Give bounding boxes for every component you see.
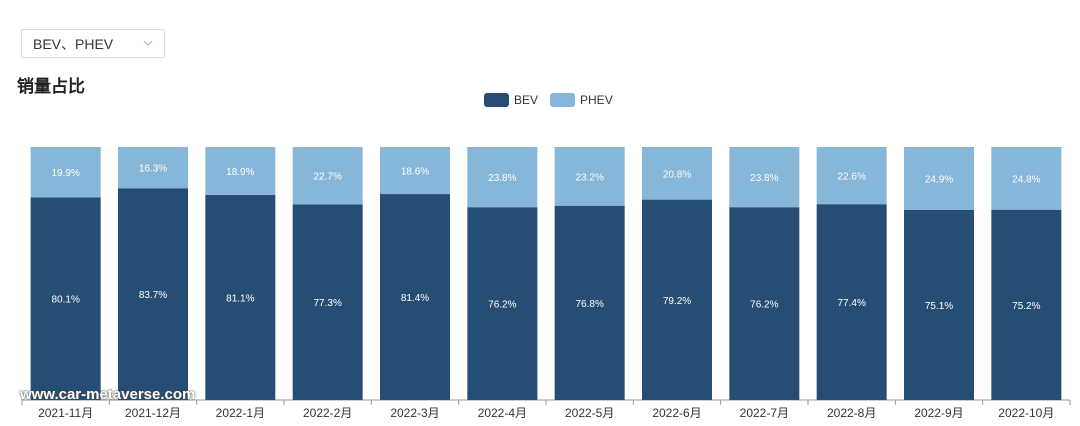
data-label-bev-4: 81.4%: [401, 293, 429, 304]
data-label-phev-7: 20.8%: [663, 169, 691, 180]
bar-bev-10[interactable]: [904, 209, 974, 400]
legend-label-phev: PHEV: [580, 93, 613, 107]
data-label-phev-5: 23.8%: [488, 173, 516, 184]
data-label-phev-2: 18.9%: [226, 167, 254, 178]
data-label-bev-3: 77.3%: [313, 298, 341, 309]
x-tick-label-6: 2022-5月: [565, 406, 614, 420]
watermark: www.car-metaverse.com: [20, 386, 196, 403]
legend-item-bev[interactable]: BEV: [484, 93, 538, 107]
legend-swatch-phev: [550, 93, 576, 107]
x-tick-label-7: 2022-6月: [652, 406, 701, 420]
x-tick-label-1: 2021-12月: [125, 406, 181, 420]
bar-bev-1[interactable]: [118, 188, 188, 400]
data-label-bev-10: 75.1%: [925, 301, 953, 312]
data-label-phev-11: 24.8%: [1012, 174, 1040, 185]
data-label-bev-5: 76.2%: [488, 300, 516, 311]
data-label-bev-6: 76.8%: [575, 299, 603, 310]
bar-phev-3[interactable]: [292, 147, 363, 205]
data-label-phev-10: 24.9%: [925, 174, 953, 185]
bar-bev-9[interactable]: [816, 204, 887, 400]
x-tick-label-4: 2022-3月: [390, 406, 439, 420]
x-tick-label-11: 2022-10月: [998, 406, 1054, 420]
bar-bev-3[interactable]: [292, 204, 363, 400]
data-label-phev-1: 16.3%: [139, 164, 167, 175]
page-title: 销量占比: [17, 77, 85, 96]
bar-phev-0[interactable]: [30, 147, 101, 198]
x-tick-label-9: 2022-8月: [827, 406, 876, 420]
data-label-phev-4: 18.6%: [401, 167, 429, 178]
bar-phev-8[interactable]: [729, 147, 800, 208]
x-tick-label-2: 2022-1月: [216, 406, 265, 420]
series-filter-select[interactable]: BEV、PHEV: [21, 29, 165, 58]
bar-bev-4[interactable]: [380, 194, 450, 400]
bar-bev-0[interactable]: [30, 197, 101, 400]
legend-label-bev: BEV: [514, 93, 539, 107]
data-label-phev-3: 22.7%: [313, 172, 341, 183]
x-tick-label-8: 2022-7月: [740, 406, 789, 420]
bar-phev-6[interactable]: [554, 147, 625, 206]
bar-phev-11[interactable]: [991, 147, 1062, 210]
bar-phev-4[interactable]: [380, 147, 450, 195]
bar-phev-2[interactable]: [205, 147, 276, 195]
x-tick-label-5: 2022-4月: [478, 406, 527, 420]
bar-bev-2[interactable]: [205, 194, 276, 400]
data-label-bev-8: 76.2%: [750, 300, 778, 311]
data-label-phev-0: 19.9%: [51, 168, 79, 179]
bar-bev-7[interactable]: [642, 199, 712, 400]
x-tick-label-10: 2022-9月: [914, 406, 963, 420]
bar-phev-1[interactable]: [118, 147, 188, 189]
bar-phev-10[interactable]: [904, 147, 974, 210]
bar-bev-5[interactable]: [467, 207, 538, 400]
x-tick-label-0: 2021-11月: [38, 406, 93, 420]
data-label-bev-11: 75.2%: [1012, 301, 1040, 312]
bar-phev-7[interactable]: [642, 147, 712, 200]
bar-bev-6[interactable]: [554, 205, 625, 400]
data-label-bev-2: 81.1%: [226, 293, 254, 304]
series-filter-value: BEV、PHEV: [33, 35, 114, 52]
chevron-down-icon: [143, 40, 153, 46]
data-label-bev-7: 79.2%: [663, 296, 691, 307]
data-label-bev-9: 77.4%: [837, 298, 865, 309]
legend-swatch-bev: [484, 93, 509, 107]
bar-phev-5[interactable]: [467, 147, 538, 208]
chart-legend: BEV PHEV: [484, 93, 625, 107]
legend-item-phev[interactable]: PHEV: [550, 93, 613, 107]
data-label-phev-6: 23.2%: [575, 172, 603, 183]
bar-bev-11[interactable]: [991, 209, 1062, 400]
x-tick-label-3: 2022-2月: [303, 406, 352, 420]
data-label-bev-1: 83.7%: [139, 290, 167, 301]
data-label-bev-0: 80.1%: [51, 295, 79, 306]
data-label-phev-8: 23.8%: [750, 173, 778, 184]
data-label-phev-9: 22.6%: [837, 172, 865, 183]
bar-phev-9[interactable]: [816, 147, 887, 205]
bar-bev-8[interactable]: [729, 207, 800, 400]
